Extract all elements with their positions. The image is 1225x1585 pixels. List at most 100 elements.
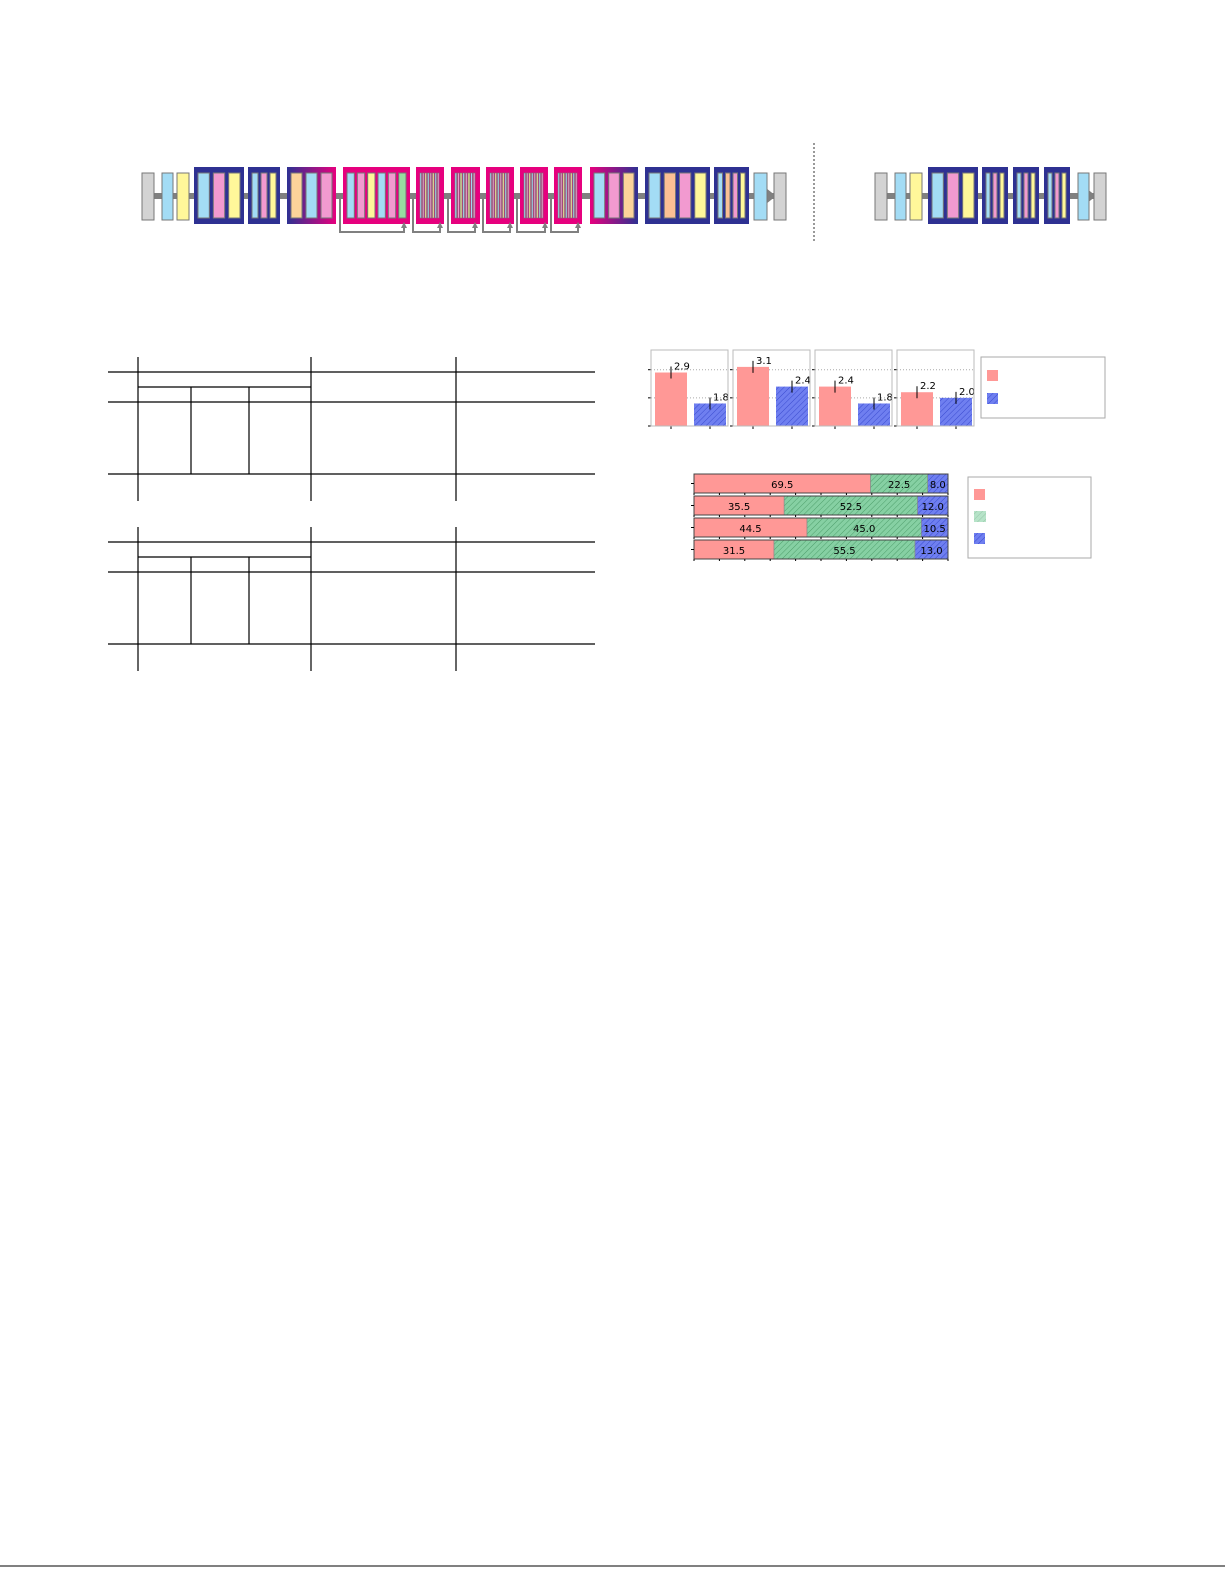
layer	[694, 172, 707, 219]
layer	[536, 172, 539, 219]
layer	[305, 172, 318, 219]
data-label: 35.5	[728, 502, 750, 513]
layer	[429, 172, 432, 219]
stacked-row-3: 44.5 45.0 10.5	[691, 517, 949, 539]
bar-panel-4: 2.2 2.0	[894, 349, 975, 429]
layer	[773, 172, 787, 221]
legend-swatch	[974, 511, 986, 522]
layer	[377, 172, 386, 219]
arrow-head-icon	[575, 222, 581, 228]
data-label: 1.8	[877, 392, 893, 403]
stacked-bar-chart: 69.5 22.5 8.0 35.5 52.5 12.0 44.5 45.0 10.5 31.5 5…	[691, 473, 1092, 561]
data-label: 12.0	[922, 502, 944, 513]
data-label: 55.5	[833, 546, 855, 557]
data-label: 1.8	[713, 392, 729, 403]
layer	[427, 172, 430, 219]
layer	[753, 172, 768, 221]
layer	[494, 172, 497, 219]
table-1	[108, 357, 595, 501]
layer	[462, 172, 465, 219]
layer	[197, 172, 210, 219]
skip-connection-arrow	[412, 199, 441, 233]
layer	[367, 172, 376, 219]
layer	[663, 172, 676, 219]
layer	[504, 172, 507, 219]
layer	[538, 172, 541, 219]
data-label: 8.0	[930, 480, 946, 491]
layer	[894, 172, 907, 221]
arrow-head-icon	[437, 222, 443, 228]
layer	[497, 172, 500, 219]
layer	[465, 172, 468, 219]
skip-connection-arrow	[482, 199, 511, 233]
layer	[528, 172, 531, 219]
layer	[874, 172, 888, 221]
layer	[489, 172, 492, 219]
layer	[260, 172, 268, 219]
layer	[717, 172, 723, 219]
plot-frame	[896, 349, 975, 427]
layer	[422, 172, 425, 219]
arrow-head-icon	[401, 222, 407, 228]
layer	[985, 172, 991, 219]
plot-frame	[732, 349, 811, 427]
layer	[356, 172, 366, 219]
bar	[655, 372, 687, 426]
data-label: 31.5	[723, 546, 745, 557]
data-label: 2.0	[959, 387, 975, 398]
layer	[398, 172, 407, 219]
bar-panel-2: 3.1 2.4	[730, 349, 811, 429]
layer	[499, 172, 502, 219]
layer	[141, 172, 155, 221]
legend-box	[980, 356, 1106, 419]
legend	[980, 356, 1106, 419]
arrow-head-icon	[766, 188, 776, 204]
data-label: 2.4	[838, 376, 854, 387]
arrow-head-icon	[472, 222, 478, 228]
layer	[533, 172, 536, 219]
layer	[1061, 172, 1067, 219]
table-2	[108, 527, 595, 671]
layer	[562, 172, 565, 219]
bar-panel-3: 2.4 1.8	[812, 349, 893, 429]
layer	[1023, 172, 1029, 219]
layer	[470, 172, 473, 219]
arrow-head-icon	[542, 222, 548, 228]
stacked-row-4: 31.5 55.5 13.0	[691, 539, 949, 561]
grouped-bar-chart: 2.9 1.8 3.1 2.4 2.4 1.8 2.2 2.0	[648, 349, 1106, 429]
skip-connection-arrow	[447, 199, 476, 233]
layer	[492, 172, 495, 219]
layer	[434, 172, 437, 219]
layer	[931, 172, 944, 219]
data-label: 13.0	[920, 546, 942, 557]
layer	[419, 172, 422, 219]
legend	[967, 476, 1092, 559]
layer	[1077, 172, 1090, 221]
layer	[909, 172, 923, 221]
architecture-diagram	[141, 167, 1107, 233]
data-label: 22.5	[888, 480, 910, 491]
layer	[502, 172, 505, 219]
layer	[1016, 172, 1022, 219]
layer	[523, 172, 526, 219]
stacked-row-2: 35.5 52.5 12.0	[691, 495, 949, 517]
layer	[228, 172, 241, 219]
layer	[622, 172, 635, 219]
layer	[251, 172, 259, 219]
layer	[457, 172, 460, 219]
data-label: 2.9	[674, 362, 690, 373]
layer	[567, 172, 570, 219]
layer	[946, 172, 960, 219]
layer	[593, 172, 606, 219]
layer	[1030, 172, 1036, 219]
layer	[290, 172, 303, 219]
skip-connection-arrow	[339, 199, 405, 233]
layer	[740, 172, 746, 219]
layer	[176, 172, 190, 221]
data-label: 45.0	[853, 524, 875, 535]
plot-frame	[650, 349, 729, 427]
data-label: 52.5	[840, 502, 862, 513]
layer	[572, 172, 575, 219]
layer	[725, 172, 731, 219]
